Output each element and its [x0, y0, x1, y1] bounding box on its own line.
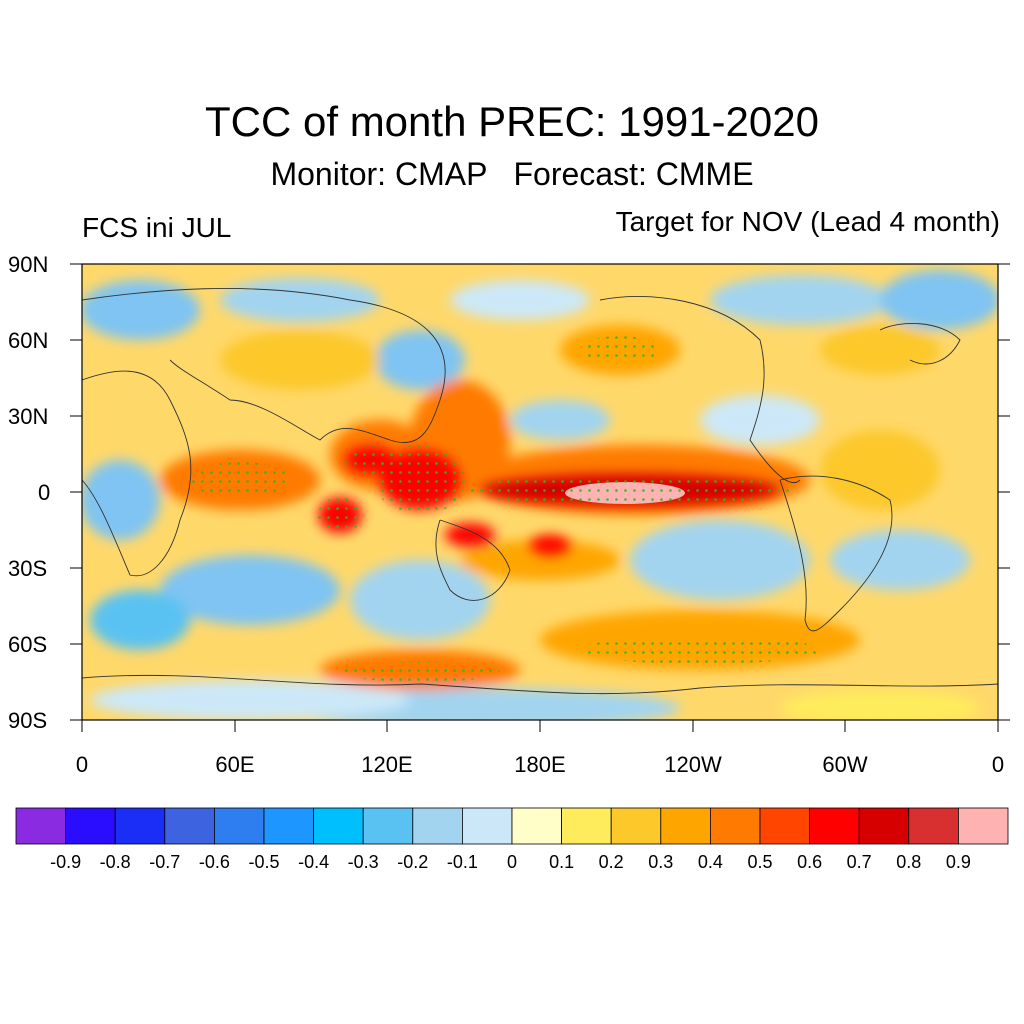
lat-label-30n: 30N	[8, 404, 49, 429]
colorbar-tick-label: -0.7	[149, 852, 181, 872]
lon-label-0-east: 0	[991, 752, 1005, 777]
colorbar-tick-label: -0.9	[50, 852, 82, 872]
correlation-blobs	[82, 270, 998, 720]
colorbar-swatch	[809, 807, 860, 845]
lon-label-120w: 120W	[664, 752, 722, 777]
colorbar-swatch	[759, 807, 810, 845]
colorbar-swatch	[114, 807, 166, 845]
colorbar-swatch	[511, 807, 562, 845]
colorbar-swatch	[213, 807, 265, 845]
lat-label-60n: 60N	[8, 328, 49, 353]
colorbar-swatch	[263, 807, 314, 845]
correlation-field	[82, 264, 998, 720]
colorbar-tick-label: 0.9	[945, 852, 971, 872]
colorbar-swatch	[461, 807, 513, 845]
lat-label-30s: 30S	[8, 556, 48, 581]
lat-ticks	[70, 263, 1010, 721]
lon-label-0: 0	[75, 752, 89, 777]
colorbar-swatch	[858, 807, 910, 845]
colorbar-tick-label: 0.4	[697, 852, 723, 872]
colorbar-swatch	[660, 807, 711, 845]
colorbar-swatch	[15, 807, 66, 845]
colorbar-tick-label: -0.1	[446, 852, 478, 872]
lon-label-180e: 180E	[514, 752, 566, 777]
colorbar-swatch	[908, 807, 959, 845]
lat-label-60s: 60S	[8, 632, 48, 657]
initialization-label: FCS ini JUL	[82, 212, 232, 243]
colorbar-tick-label: 0.2	[598, 852, 624, 872]
colorbar-swatch	[958, 807, 1009, 845]
colorbar-swatch	[65, 807, 116, 845]
colorbar-swatch	[561, 807, 612, 845]
colorbar-swatch	[362, 807, 414, 845]
map-title: TCC of month PREC: 1991-2020	[205, 98, 819, 145]
lat-label-90n: 90N	[8, 252, 49, 277]
colorbar-tick-label: -0.6	[198, 852, 230, 872]
colorbar-tick-label: -0.3	[347, 852, 379, 872]
lon-label-120e: 120E	[361, 752, 413, 777]
lat-label-0: 0	[38, 480, 51, 505]
colorbar	[15, 807, 1009, 845]
lon-ticks	[81, 720, 999, 732]
colorbar-swatch	[610, 807, 662, 845]
colorbar-tick-label: -0.8	[99, 852, 131, 872]
coastlines	[82, 288, 998, 695]
lon-label-60e: 60E	[215, 752, 255, 777]
colorbar-swatch	[164, 807, 215, 845]
colorbar-tick-label: -0.5	[248, 852, 280, 872]
colorbar-swatch	[313, 807, 364, 845]
colorbar-tick-label: 0.1	[549, 852, 575, 872]
colorbar-swatch	[412, 807, 463, 845]
colorbar-tick-label: 0	[506, 852, 518, 872]
colorbar-tick-label: 0.5	[747, 852, 773, 872]
colorbar-tick-label: 0.3	[648, 852, 674, 872]
lon-label-60w: 60W	[822, 752, 868, 777]
colorbar-tick-label: 0.6	[797, 852, 823, 872]
colorbar-swatch	[710, 807, 761, 845]
colorbar-tick-label: 0.8	[896, 852, 922, 872]
colorbar-tick-label: -0.2	[397, 852, 429, 872]
significance-stippling	[190, 336, 820, 682]
map-subtitle: Monitor: CMAP Forecast: CMME	[270, 156, 754, 192]
target-label: Target for NOV (Lead 4 month)	[615, 206, 1000, 237]
lat-label-90s: 90S	[8, 708, 48, 733]
colorbar-tick-label: 0.7	[846, 852, 872, 872]
colorbar-tick-label: -0.4	[298, 852, 330, 872]
